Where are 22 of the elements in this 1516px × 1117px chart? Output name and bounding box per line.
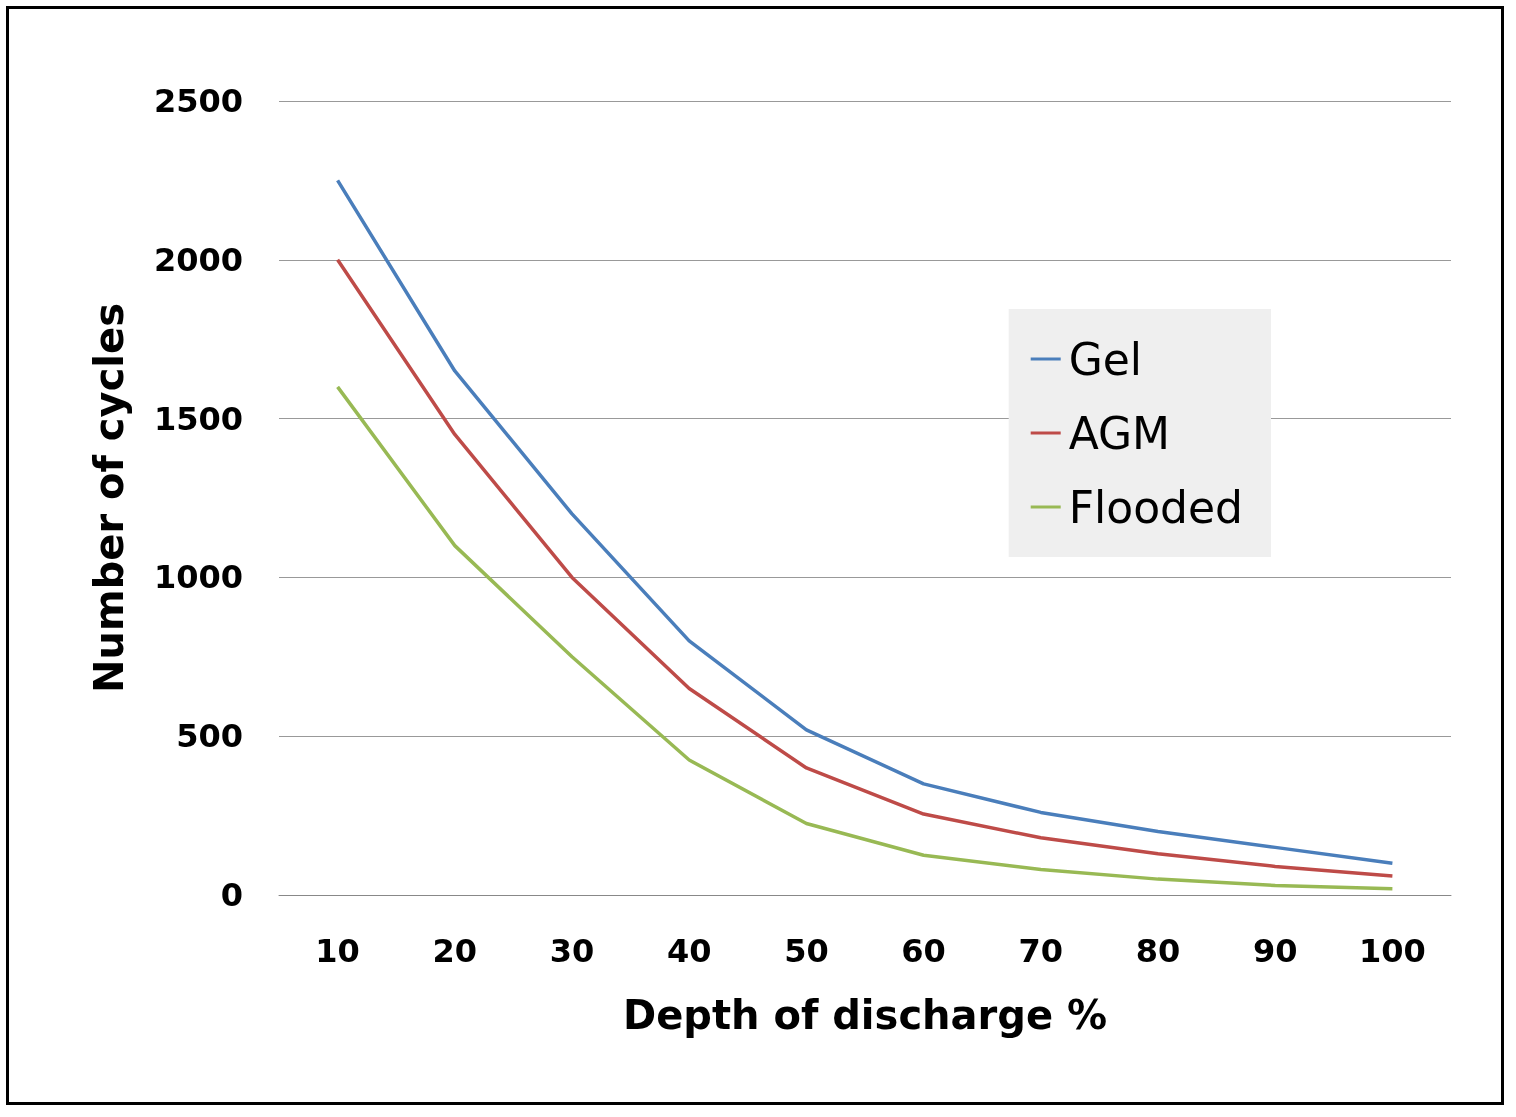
x-tick-label: 90 [1252, 932, 1298, 970]
y-tick-label: 500 [176, 717, 243, 756]
legend-label: Gel [1068, 333, 1143, 385]
x-tick-label: 50 [784, 932, 829, 970]
legend-label: Flooded [1068, 481, 1244, 533]
legend-label: AGM [1068, 407, 1171, 459]
y-axis-title: Number of cycles [86, 303, 132, 693]
x-tick-label: 60 [901, 932, 946, 970]
x-axis-title: Depth of discharge % [622, 992, 1108, 1038]
x-tick-label: 20 [432, 932, 478, 970]
x-tick-label: 10 [315, 932, 360, 970]
y-tick-label: 0 [220, 876, 243, 914]
x-tick-label: 40 [666, 932, 712, 970]
y-tick-label: 2000 [153, 240, 243, 279]
x-tick-label: 80 [1135, 932, 1181, 970]
y-tick-label: 1000 [153, 558, 243, 597]
x-tick-label: 100 [1359, 932, 1426, 970]
x-tick-label: 30 [549, 932, 595, 970]
x-tick-label: 70 [1018, 932, 1064, 970]
y-tick-label: 1500 [153, 399, 243, 438]
line-series [335, 385, 1395, 891]
y-tick-label: 2500 [153, 82, 243, 120]
